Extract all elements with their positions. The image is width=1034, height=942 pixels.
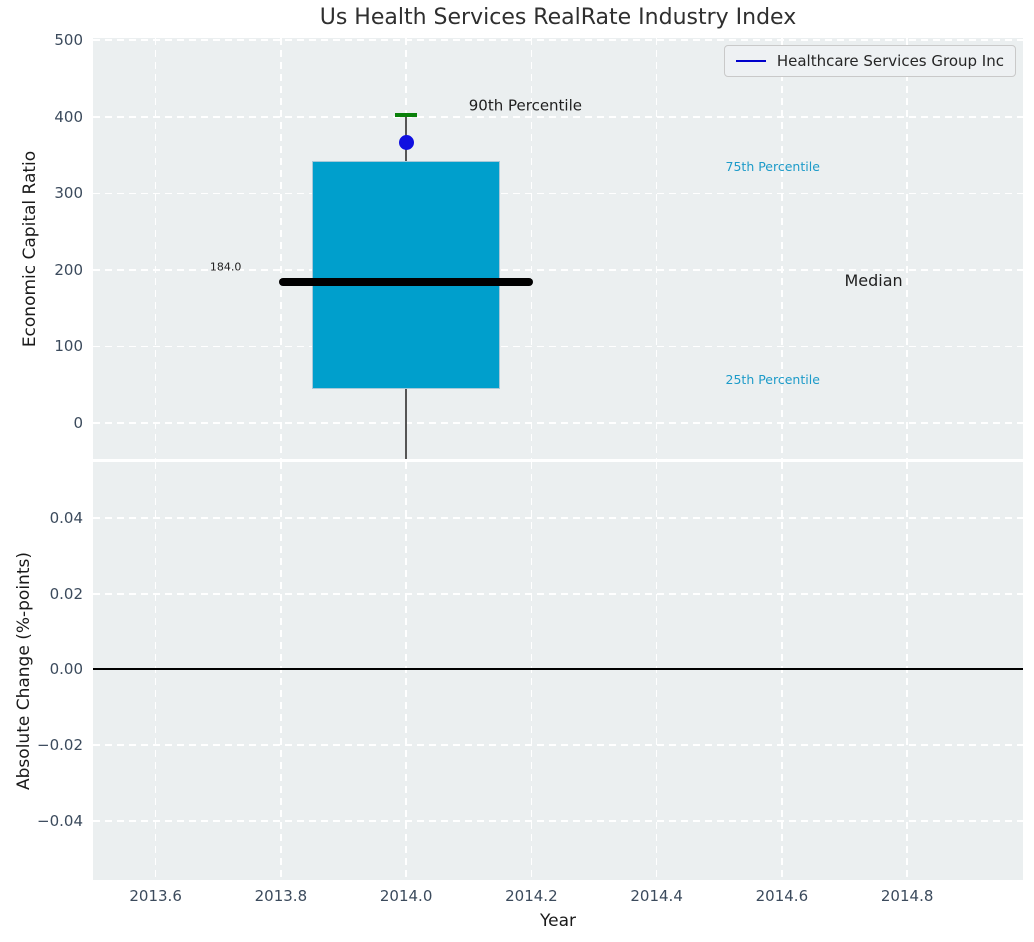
x-tick-label: 2014.0 [379, 887, 433, 905]
x-gridline [154, 38, 157, 459]
x-tick-label: 2013.6 [129, 887, 182, 905]
legend: Healthcare Services Group Inc [723, 45, 1016, 77]
whisker-cap [394, 113, 418, 118]
y-gridline [93, 192, 1023, 195]
company-marker [398, 135, 414, 151]
y-gridline [93, 422, 1023, 424]
y-tick-label: 0.02 [49, 584, 83, 603]
y-gridline [93, 820, 1023, 822]
box-rect [312, 161, 501, 389]
x-gridline [781, 462, 783, 880]
y-gridline [93, 744, 1023, 746]
top-y-axis-label: Economic Capital Ratio [20, 150, 40, 347]
annotation: 184.0 [209, 260, 242, 274]
x-gridline [906, 462, 908, 880]
y-gridline [93, 592, 1023, 595]
y-tick-label: 100 [54, 337, 83, 356]
x-gridline [655, 462, 658, 880]
y-tick-label: −0.02 [37, 736, 83, 755]
y-gridline [93, 517, 1023, 519]
legend-line-swatch [735, 60, 766, 62]
annotation: 25th Percentile [725, 371, 820, 387]
x-axis-label: Year [540, 911, 576, 931]
top-plot-panel [93, 38, 1023, 459]
y-gridline [93, 39, 1023, 42]
zero-line [93, 668, 1023, 671]
y-tick-label: 300 [54, 184, 83, 203]
annotation: Median [844, 270, 903, 290]
y-tick-label: 500 [54, 31, 83, 50]
legend-label: Healthcare Services Group Inc [776, 52, 1004, 70]
y-tick-label: 400 [54, 107, 83, 126]
x-gridline [906, 38, 908, 459]
x-gridline [530, 462, 533, 880]
x-tick-label: 2014.2 [505, 887, 558, 905]
bottom-plot-panel [93, 462, 1023, 880]
y-gridline [93, 116, 1023, 118]
y-tick-label: −0.04 [37, 811, 83, 830]
annotation: 75th Percentile [725, 158, 820, 174]
x-tick-label: 2013.8 [254, 887, 308, 905]
y-gridline [93, 269, 1023, 271]
annotation: 90th Percentile [468, 96, 582, 115]
x-tick-label: 2014.6 [755, 887, 809, 905]
y-tick-label: 0 [73, 414, 83, 433]
x-gridline [154, 462, 157, 880]
x-gridline [280, 462, 282, 880]
median-line [279, 278, 533, 287]
x-gridline [655, 38, 658, 459]
x-tick-label: 2014.8 [880, 887, 934, 905]
x-gridline [530, 38, 533, 459]
x-gridline [781, 38, 783, 459]
y-tick-label: 0.00 [49, 660, 83, 679]
y-tick-label: 200 [54, 260, 83, 279]
y-gridline [93, 345, 1023, 348]
x-tick-label: 2014.4 [630, 887, 683, 905]
y-tick-label: 0.04 [49, 509, 83, 528]
x-gridline [280, 38, 282, 459]
x-gridline [405, 462, 407, 880]
chart-title: Us Health Services RealRate Industry Ind… [319, 5, 797, 30]
